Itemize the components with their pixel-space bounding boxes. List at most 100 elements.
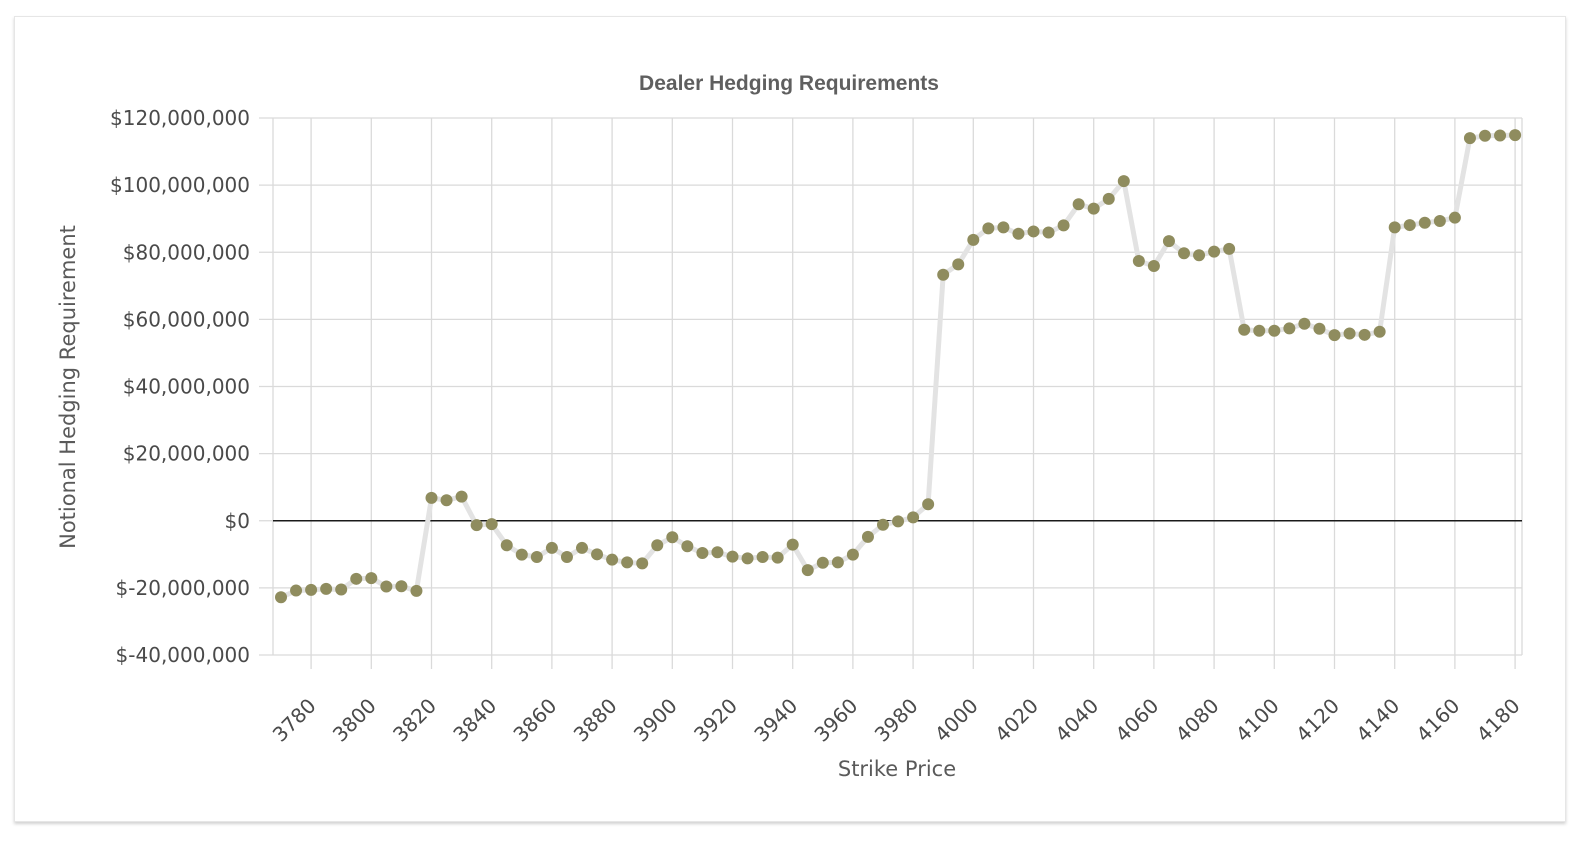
data-point bbox=[756, 550, 769, 563]
data-point bbox=[1388, 221, 1401, 234]
data-point bbox=[1418, 216, 1431, 229]
x-tick-label: 3820 bbox=[388, 694, 441, 747]
data-point bbox=[1298, 317, 1311, 330]
data-point bbox=[831, 556, 844, 569]
x-tick-label: 3860 bbox=[508, 694, 561, 747]
x-tick-label: 4100 bbox=[1231, 694, 1284, 747]
data-point bbox=[1313, 322, 1326, 335]
x-tick-label: 4120 bbox=[1291, 694, 1344, 747]
x-tick-label: 3920 bbox=[689, 694, 742, 747]
data-point bbox=[666, 531, 679, 544]
data-point bbox=[1057, 219, 1070, 232]
y-tick-label: $60,000,000 bbox=[123, 307, 250, 331]
data-point bbox=[801, 564, 814, 577]
data-point bbox=[500, 539, 513, 552]
data-point bbox=[545, 541, 558, 554]
data-point bbox=[1494, 129, 1507, 142]
data-point bbox=[1253, 324, 1266, 337]
data-point bbox=[1479, 129, 1491, 142]
data-point bbox=[1463, 132, 1476, 145]
data-point bbox=[410, 584, 423, 597]
x-tick-label: 4020 bbox=[990, 694, 1043, 747]
data-point bbox=[1012, 227, 1025, 240]
data-point bbox=[305, 583, 318, 596]
data-point bbox=[440, 494, 453, 507]
y-axis-label: Notional Hedging Requirement bbox=[56, 225, 80, 549]
data-point bbox=[1117, 175, 1130, 188]
y-tick-label: $80,000,000 bbox=[123, 240, 250, 264]
data-point bbox=[636, 557, 649, 570]
chart-title: Dealer Hedging Requirements bbox=[639, 72, 939, 95]
data-point bbox=[937, 268, 950, 281]
data-point bbox=[395, 580, 408, 593]
x-tick-label: 4180 bbox=[1472, 694, 1525, 747]
y-tick-label: $100,000,000 bbox=[110, 173, 250, 197]
y-tick-label: $-40,000,000 bbox=[116, 643, 250, 667]
x-tick-label: 3940 bbox=[749, 694, 802, 747]
data-point bbox=[1027, 225, 1040, 238]
x-tick-label: 3900 bbox=[629, 694, 682, 747]
data-point bbox=[275, 591, 287, 604]
data-point bbox=[1072, 198, 1085, 211]
data-point bbox=[1147, 260, 1160, 273]
data-point bbox=[1162, 235, 1175, 248]
data-point bbox=[1268, 324, 1281, 337]
x-tick-label: 3960 bbox=[809, 694, 862, 747]
y-tick-label: $-20,000,000 bbox=[116, 576, 250, 600]
data-point bbox=[530, 550, 543, 563]
data-point bbox=[576, 541, 588, 554]
data-point bbox=[922, 498, 935, 511]
data-point bbox=[1178, 247, 1190, 260]
data-point bbox=[726, 550, 739, 563]
data-point bbox=[1283, 322, 1296, 335]
data-point bbox=[1223, 242, 1236, 255]
data-point bbox=[591, 548, 604, 561]
x-tick-label: 3800 bbox=[328, 694, 381, 747]
data-point bbox=[997, 221, 1010, 234]
data-point bbox=[335, 583, 348, 596]
data-point bbox=[621, 556, 634, 569]
data-point bbox=[816, 556, 829, 569]
data-point bbox=[1403, 219, 1416, 232]
x-tick-label: 3980 bbox=[870, 694, 923, 747]
data-point bbox=[515, 548, 528, 561]
data-point bbox=[771, 551, 784, 564]
x-axis-label: Strike Price bbox=[838, 757, 956, 781]
series-line bbox=[278, 132, 1518, 600]
data-point bbox=[1448, 211, 1461, 224]
x-tick-label: 4060 bbox=[1110, 694, 1163, 747]
y-tick-label: $20,000,000 bbox=[123, 442, 250, 466]
data-point bbox=[786, 538, 799, 551]
data-point bbox=[861, 530, 874, 543]
data-point bbox=[1509, 129, 1522, 142]
data-point bbox=[1373, 325, 1386, 338]
axis-layer: $-40,000,000 $-20,000,000 $0 $20,000,000 $40… bbox=[110, 106, 1525, 747]
x-tick-label: 3880 bbox=[569, 694, 622, 747]
data-point bbox=[711, 546, 724, 559]
x-tick-label: 4080 bbox=[1171, 694, 1224, 747]
data-point bbox=[982, 222, 995, 235]
y-tick-label: $0 bbox=[225, 509, 250, 533]
data-point bbox=[1433, 215, 1446, 228]
data-point bbox=[560, 550, 573, 563]
data-point bbox=[485, 518, 498, 531]
data-point bbox=[877, 518, 889, 531]
data-point bbox=[1042, 226, 1055, 239]
data-point bbox=[470, 519, 483, 532]
x-tick-label: 4140 bbox=[1351, 694, 1404, 747]
y-tick-label: $120,000,000 bbox=[110, 106, 250, 130]
data-point bbox=[1102, 192, 1115, 205]
data-point bbox=[1343, 327, 1356, 340]
data-point bbox=[380, 580, 393, 593]
data-point bbox=[741, 552, 754, 565]
data-point bbox=[696, 546, 709, 559]
data-point bbox=[606, 553, 619, 566]
data-point bbox=[1328, 329, 1341, 342]
data-point bbox=[320, 582, 333, 595]
series-layer bbox=[275, 129, 1522, 604]
x-tick-label: 4000 bbox=[930, 694, 983, 747]
data-point bbox=[1132, 254, 1145, 267]
data-point bbox=[1208, 245, 1221, 258]
x-tick-label: 3780 bbox=[268, 694, 321, 747]
